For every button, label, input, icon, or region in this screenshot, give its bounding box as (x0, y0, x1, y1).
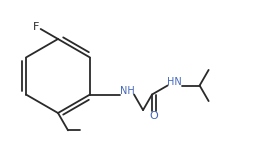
Text: HN: HN (167, 77, 182, 87)
Text: O: O (149, 111, 158, 120)
Text: F: F (32, 22, 39, 32)
Text: NH: NH (120, 85, 134, 95)
